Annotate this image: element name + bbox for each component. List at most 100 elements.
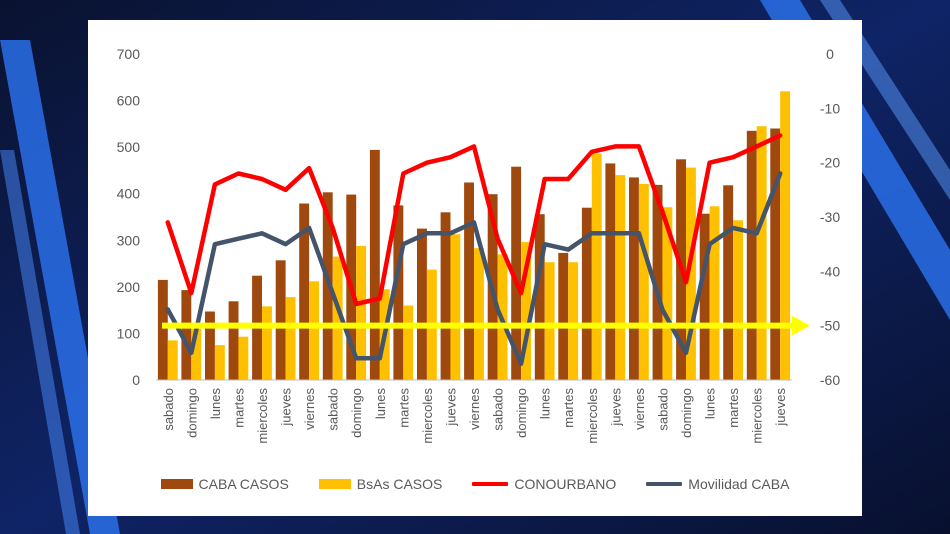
y-left-tick-5: 500 bbox=[117, 139, 141, 155]
bar-bsas-4 bbox=[262, 306, 272, 380]
x-tick-label-22: domingo bbox=[679, 388, 694, 438]
legend-swatch-bsas bbox=[318, 479, 351, 489]
y-right-tick-3: -30 bbox=[820, 209, 840, 225]
bar-caba-20 bbox=[629, 177, 639, 380]
bar-caba-13 bbox=[464, 182, 474, 380]
y-right-tick-2: -20 bbox=[820, 155, 840, 171]
bar-bsas-19 bbox=[615, 175, 626, 380]
y-right-tick-0: 0 bbox=[826, 46, 834, 62]
x-tick-label-18: miercoles bbox=[585, 388, 600, 444]
bar-caba-23 bbox=[699, 213, 710, 380]
x-tick-label-2: lunes bbox=[208, 388, 223, 420]
chart-panel: 0 100 200 300 400 500 600 700 0 -10 -20 -30 -40 -50 -6… bbox=[88, 20, 862, 516]
y-left-tick-2: 200 bbox=[117, 279, 141, 295]
x-tick-label-6: viernes bbox=[302, 388, 317, 430]
bar-caba-9 bbox=[369, 149, 380, 380]
x-tick-label-21: sabado bbox=[655, 388, 670, 431]
legend-label-bsas: BsAs CASOS bbox=[356, 476, 443, 492]
legend-label-conourbano: CONOURBANO bbox=[514, 476, 617, 492]
x-tick-label-1: domingo bbox=[184, 388, 199, 438]
bar-bsas-3 bbox=[238, 336, 249, 380]
bar-bsas-1 bbox=[191, 328, 202, 380]
y-right-tick-1: -10 bbox=[820, 100, 840, 116]
x-tick-label-16: lunes bbox=[538, 388, 553, 420]
x-tick-label-24: martes bbox=[726, 388, 741, 428]
bar-caba-24 bbox=[723, 185, 734, 380]
legend-label-movilidad: Movilidad CABA bbox=[688, 476, 790, 492]
bar-bsas-7 bbox=[332, 256, 343, 380]
bars-layer bbox=[157, 91, 791, 381]
bar-bsas-25 bbox=[756, 126, 767, 380]
bar-caba-5 bbox=[275, 260, 286, 380]
x-tick-label-26: jueves bbox=[773, 388, 788, 427]
legend-label-caba: CABA CASOS bbox=[198, 476, 289, 492]
bar-bsas-13 bbox=[474, 248, 484, 380]
bar-caba-26 bbox=[770, 128, 781, 380]
bar-caba-6 bbox=[299, 203, 310, 380]
bar-bsas-10 bbox=[403, 305, 414, 380]
bar-bsas-16 bbox=[544, 262, 555, 380]
legend-item-movilidad: Movilidad CABA bbox=[646, 476, 789, 492]
bar-caba-7 bbox=[322, 192, 333, 380]
y-left-tick-4: 400 bbox=[117, 186, 141, 202]
bar-bsas-17 bbox=[568, 262, 579, 380]
bar-caba-1 bbox=[181, 290, 192, 380]
bar-bsas-21 bbox=[662, 207, 673, 380]
x-tick-label-19: jueves bbox=[608, 388, 623, 427]
legend-swatch-caba bbox=[160, 479, 193, 489]
legend-item-conourbano: CONOURBANO bbox=[472, 476, 616, 492]
bar-caba-25 bbox=[746, 130, 757, 380]
bar-caba-17 bbox=[558, 252, 569, 380]
x-tick-label-0: sabado bbox=[161, 388, 176, 431]
bar-caba-15 bbox=[511, 166, 522, 380]
x-tick-label-23: lunes bbox=[703, 388, 718, 420]
x-tick-label-5: jueves bbox=[279, 388, 294, 427]
bar-caba-0 bbox=[157, 279, 168, 380]
chart-legend: CABA CASOS BsAs CASOS CONOURBANO Movilid… bbox=[88, 472, 862, 496]
y-left-tick-3: 300 bbox=[117, 232, 141, 248]
line-movilidad-caba bbox=[165, 171, 783, 366]
arrow-annotation bbox=[162, 315, 810, 336]
arrow-head bbox=[792, 315, 810, 336]
x-tick-label-17: martes bbox=[561, 388, 576, 428]
x-tick-label-13: viernes bbox=[467, 388, 482, 430]
legend-item-bsas-casos: BsAs CASOS bbox=[318, 476, 443, 492]
x-tick-label-15: domingo bbox=[514, 388, 529, 438]
bar-bsas-8 bbox=[356, 245, 367, 380]
line-conourbano bbox=[165, 133, 783, 307]
bar-caba-19 bbox=[605, 163, 616, 380]
y-left-tick-1: 100 bbox=[117, 325, 141, 341]
legend-swatch-movilidad bbox=[646, 482, 683, 486]
x-tick-label-3: martes bbox=[231, 388, 246, 428]
bar-bsas-18 bbox=[591, 153, 602, 380]
bar-bsas-6 bbox=[309, 281, 319, 380]
bar-caba-18 bbox=[581, 207, 592, 380]
chart-plot-area: 0 100 200 300 400 500 600 700 0 -10 -20 -30 -40 -50 -6… bbox=[117, 46, 841, 444]
bar-caba-3 bbox=[228, 301, 239, 380]
y-left-tick-7: 700 bbox=[117, 46, 141, 62]
bar-bsas-24 bbox=[733, 220, 743, 380]
bar-caba-12 bbox=[440, 212, 451, 380]
x-tick-label-4: miercoles bbox=[255, 388, 270, 444]
x-tick-label-7: sabado bbox=[326, 388, 341, 431]
y-right-tick-5: -50 bbox=[820, 318, 840, 334]
bar-bsas-12 bbox=[450, 234, 461, 380]
x-tick-label-11: miercoles bbox=[420, 388, 435, 444]
bar-caba-16 bbox=[534, 214, 545, 380]
x-tick-label-10: martes bbox=[396, 388, 411, 428]
y-right-tick-6: -60 bbox=[820, 372, 840, 388]
x-tick-label-9: lunes bbox=[373, 388, 388, 420]
x-tick-label-14: sabado bbox=[491, 388, 506, 431]
x-tick-label-8: domingo bbox=[349, 388, 364, 438]
bar-bsas-22 bbox=[686, 167, 696, 380]
axes-layer: 0 100 200 300 400 500 600 700 0 -10 -20 -30 -40 -50 -6… bbox=[117, 46, 841, 444]
y-right-tick-4: -40 bbox=[820, 263, 840, 279]
x-tick-label-25: miercoles bbox=[750, 388, 765, 444]
bar-bsas-26 bbox=[780, 91, 791, 381]
x-tick-label-20: viernes bbox=[632, 388, 647, 430]
legend-swatch-conourbano bbox=[472, 482, 509, 486]
bar-bsas-15 bbox=[521, 242, 531, 380]
x-tick-label-12: jueves bbox=[443, 388, 458, 427]
y-left-tick-0: 0 bbox=[132, 372, 140, 388]
lines-layer bbox=[165, 133, 783, 366]
